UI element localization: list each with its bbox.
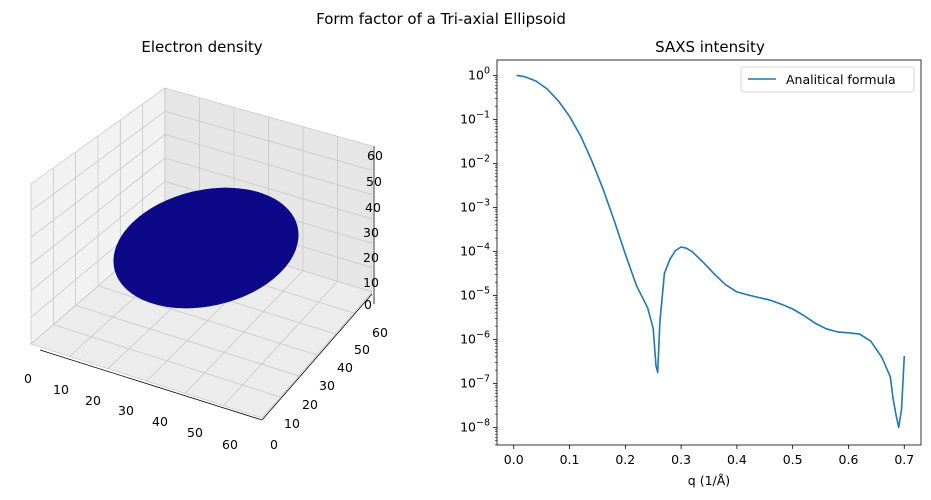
x3d-tick-label: 10 — [53, 382, 69, 397]
x3d-tick-label: 20 — [85, 393, 101, 408]
z3d-tick-label: 50 — [366, 174, 382, 189]
density-3d-panel: Electron density 0 10 20 30 40 50 60 0 1… — [24, 38, 388, 452]
x3d-tick-label: 30 — [118, 403, 134, 418]
y-tick-label: 10−2 — [460, 153, 490, 170]
saxs-title: SAXS intensity — [655, 38, 765, 56]
saxs-series-line — [516, 74, 906, 429]
z3d-tick-label: 20 — [363, 250, 379, 265]
y3d-tick-label: 50 — [354, 342, 370, 357]
x3d-tick-label: 40 — [152, 414, 168, 429]
y-tick-label: 10−3 — [460, 197, 490, 214]
legend-label: Analitical formula — [786, 72, 896, 87]
figure-suptitle: Form factor of a Tri-axial Ellipsoid — [316, 10, 566, 28]
x3d-tick-label: 50 — [187, 425, 203, 440]
x3d-tick-label: 60 — [222, 437, 238, 452]
y3d-tick-label: 30 — [319, 378, 335, 393]
z3d-tick-label: 30 — [363, 225, 379, 240]
z3d-tick-label: 10 — [363, 275, 379, 290]
saxs-legend: Analitical formula — [740, 66, 915, 93]
z3d-tick-label: 0 — [364, 297, 372, 312]
y-axis-ticks: 0 10 20 30 40 50 60 — [270, 325, 388, 452]
x-axis-ticks: 0 10 20 30 40 50 60 — [24, 371, 238, 452]
x-tick-label: 0.6 — [839, 452, 859, 467]
y-tick-label: 10−6 — [460, 329, 490, 346]
legend-frame — [740, 66, 915, 93]
x-tick-label: 0.5 — [783, 452, 803, 467]
saxs-panel: SAXS intensity 0.0 0.1 0.2 0.3 0.4 0.5 0.6 0.7 … — [460, 38, 922, 488]
y3d-tick-label: 20 — [302, 397, 318, 412]
y-tick-label: 100 — [468, 65, 490, 82]
x-tick-label: 0.4 — [727, 452, 747, 467]
x-tick-label: 0.3 — [671, 452, 691, 467]
z3d-tick-label: 60 — [367, 148, 383, 163]
y3d-tick-label: 60 — [372, 325, 388, 340]
z3d-tick-label: 40 — [365, 200, 381, 215]
y-tick-label: 10−8 — [460, 417, 490, 434]
z-axis-ticks: 0 10 20 30 40 50 60 — [363, 148, 383, 312]
saxs-y-ticks: 100 10−1 10−2 10−3 10−4 10−5 10−6 10−7 10−8 — [460, 65, 497, 446]
y-axis-line — [261, 293, 373, 421]
x-tick-label: 0.1 — [560, 452, 580, 467]
saxs-plot-area — [496, 59, 922, 446]
saxs-x-label: q (1/Å) — [688, 473, 730, 488]
x-tick-label: 0.7 — [894, 452, 914, 467]
x-axis-line — [39, 349, 263, 421]
x3d-tick-label: 0 — [24, 371, 32, 386]
y-tick-label: 10−7 — [460, 373, 490, 390]
density-title: Electron density — [141, 38, 262, 56]
y3d-tick-label: 40 — [337, 360, 353, 375]
x-tick-label: 0.2 — [615, 452, 635, 467]
y3d-tick-label: 10 — [284, 416, 300, 431]
x-tick-label: 0.0 — [504, 452, 524, 467]
y3d-tick-label: 0 — [270, 437, 278, 452]
y-tick-label: 10−4 — [460, 241, 490, 258]
ellipsoid-volume — [113, 187, 299, 309]
saxs-x-ticks: 0.0 0.1 0.2 0.3 0.4 0.5 0.6 0.7 — [504, 445, 914, 467]
y-tick-label: 10−5 — [460, 285, 490, 302]
y-tick-label: 10−1 — [460, 109, 490, 126]
